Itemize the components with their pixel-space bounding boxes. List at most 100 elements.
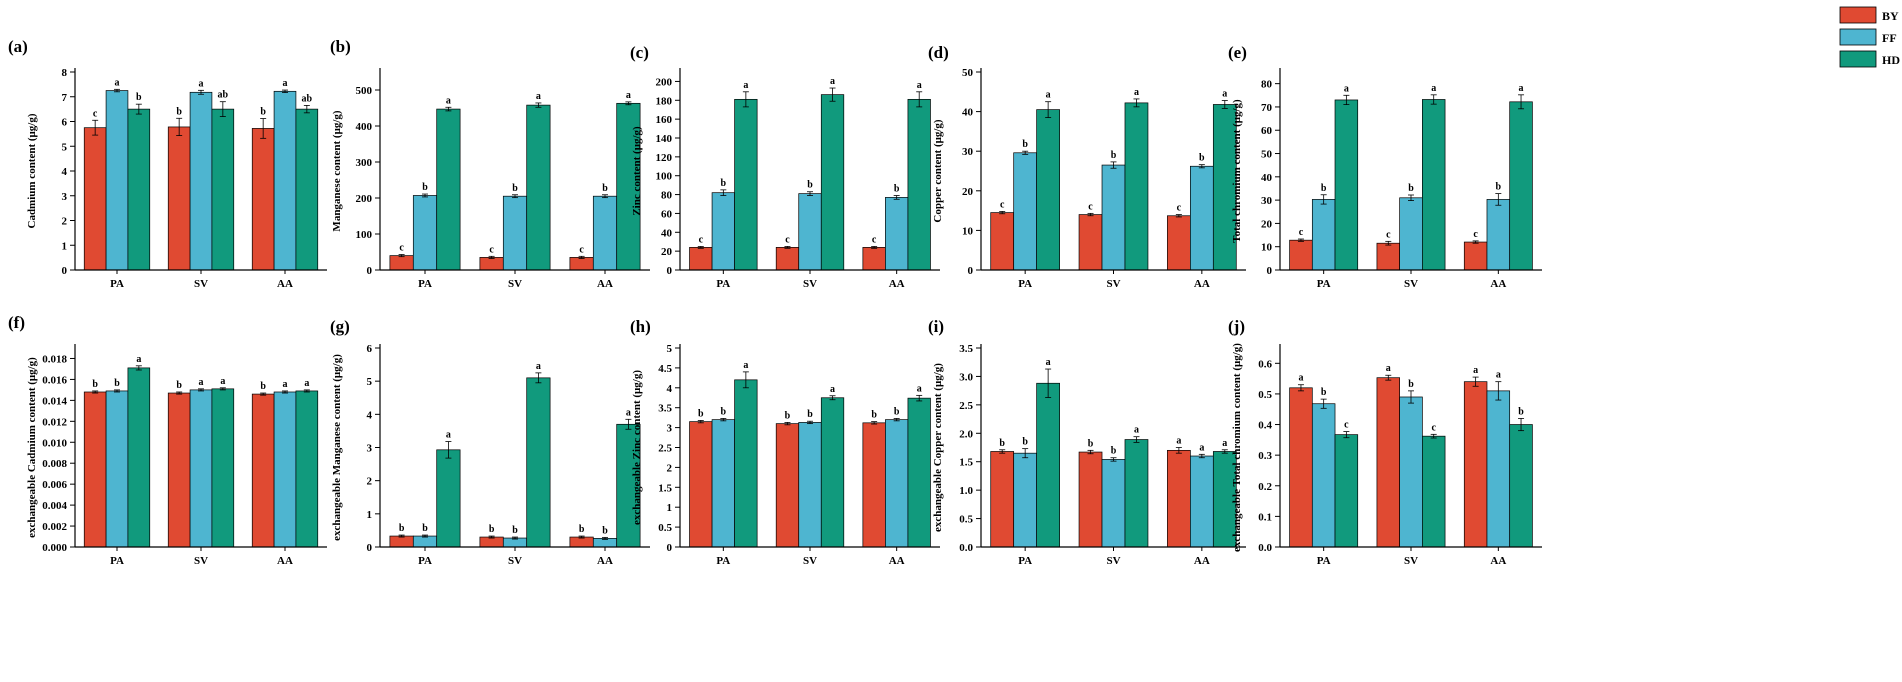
y-axis-label: Cadmium content (μg/g) [26,113,38,228]
bar-ff [189,389,213,548]
bar-ff [1101,459,1126,548]
significance-label: b [422,182,428,193]
significance-label: b [807,409,813,420]
significance-label: c [1177,203,1182,214]
chart-panel: (f) exchangeable Cadmium content (μg/g) 0.… [8,313,327,567]
significance-label: b [1088,438,1094,449]
chart-panel: (g) exchangeable Manganese content (μg/g)… [330,317,650,567]
bar-ff [105,90,129,271]
bar-by [862,247,886,271]
bar-by [83,127,107,271]
significance-label: c [1344,420,1349,431]
y-tick-label: 0.0 [959,542,973,554]
y-tick-label: 2.5 [658,443,672,455]
significance-label: a [1199,442,1204,453]
significance-label: a [1496,370,1501,381]
y-tick-label: 20 [1261,218,1273,230]
significance-label: a [536,361,541,372]
bar-ff [1101,164,1126,271]
y-tick-label: 0.014 [42,395,67,407]
legend-swatch-hd [1839,50,1877,68]
significance-label: c [1386,229,1391,240]
bar-hd [211,108,235,271]
bar-by [1167,449,1191,548]
bar-ff [1399,197,1423,271]
bar-by [1376,242,1400,271]
y-tick-label: 50 [962,67,974,79]
significance-label: b [176,380,182,391]
significance-label: b [260,107,266,118]
y-tick-label: 6 [367,343,373,355]
significance-label: a [917,383,922,394]
y-tick-label: 2 [367,476,373,488]
significance-label: b [721,406,727,417]
significance-label: b [1518,406,1524,417]
y-tick-label: 0.002 [42,521,67,533]
chart-panel: (b) Manganese content (μg/g) 0 100 200 300 400… [330,37,650,290]
bar-ff [189,91,213,271]
y-tick-label: 120 [656,152,673,164]
significance-label: b [602,183,608,194]
bar-by [689,247,713,271]
y-tick-label: 10 [962,225,974,237]
panel-label: (d) [928,43,949,62]
x-tick-label: SV [1404,555,1418,567]
significance-label: c [1088,201,1093,212]
y-tick-label: 80 [1261,79,1273,91]
significance-label: a [1344,83,1349,94]
x-tick-label: SV [194,278,208,290]
chart-panel: (d) Copper content (μg/g) 0 10 20 30 40 50 c b a PA… [928,43,1246,290]
y-tick-label: 140 [656,133,673,145]
bar-hd [907,98,931,271]
x-tick-label: SV [1106,555,1120,567]
bar-by [1289,387,1313,548]
bar-hd [1422,435,1446,548]
bar-by [389,255,414,271]
y-tick-label: 40 [962,107,974,119]
x-tick-label: SV [1106,278,1120,290]
significance-label: a [743,80,748,91]
x-tick-label: AA [597,278,613,290]
significance-label: a [1298,373,1303,384]
bar-by [251,128,275,271]
bar-hd [295,108,319,271]
bar-hd [820,94,845,271]
y-tick-label: 4 [367,409,373,421]
bar-hd [734,98,758,271]
x-tick-label: AA [277,555,293,567]
x-tick-label: SV [803,278,817,290]
x-tick-label: PA [716,278,730,290]
significance-label: a [136,354,141,365]
bar-by [1463,381,1488,548]
bar-ff [885,419,909,548]
significance-label: b [721,178,727,189]
y-tick-label: 2 [62,216,68,228]
y-tick-label: 50 [1261,149,1273,161]
significance-label: a [1473,365,1478,376]
chart-panel: (i) exchangeable Copper content (μg/g) 0.0… [928,317,1246,567]
y-tick-label: 0.018 [42,353,67,365]
bar-ff [105,390,129,548]
y-tick-label: 8 [62,67,68,79]
legend-label-ff: FF [1882,31,1897,45]
y-axis-label: exchangeable Total chromium content (μg/… [1231,343,1243,552]
bar-by [689,421,713,548]
y-tick-label: 6 [62,117,68,129]
y-tick-label: 0.5 [1258,389,1272,401]
y-tick-label: 160 [656,114,673,126]
y-axis-label: Zinc content (μg/g) [631,126,643,216]
bar-hd [1334,434,1359,548]
significance-label: b [489,524,495,535]
significance-label: b [1496,182,1502,193]
y-tick-label: 0.012 [42,416,67,428]
bar-by [1078,214,1103,271]
panel-label: (a) [8,37,28,56]
y-tick-label: 0.010 [42,437,67,449]
bar-by [1463,241,1488,271]
significance-label: c [1473,229,1478,240]
bar-hd [1036,382,1060,548]
bar-hd [1124,102,1149,271]
significance-label: b [1022,437,1028,448]
y-tick-label: 2.0 [959,428,973,440]
